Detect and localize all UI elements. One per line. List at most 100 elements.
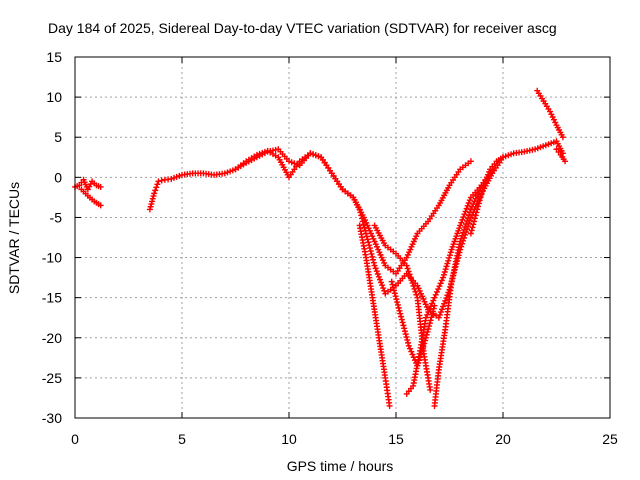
data-point-interp bbox=[464, 218, 471, 225]
data-point-interp bbox=[393, 296, 400, 303]
data-point-interp bbox=[479, 188, 486, 195]
data-point bbox=[474, 206, 481, 213]
data-point-interp bbox=[442, 266, 449, 273]
data-point-interp bbox=[426, 306, 433, 313]
data-point bbox=[151, 190, 158, 197]
data-point-interp bbox=[403, 334, 410, 341]
data-point-interp bbox=[372, 265, 379, 272]
data-point-interp bbox=[379, 282, 386, 289]
data-point bbox=[431, 294, 438, 301]
data-point-interp bbox=[459, 232, 466, 239]
data-point-interp bbox=[381, 287, 388, 294]
x-tick-label: 5 bbox=[178, 431, 186, 447]
y-tick-label: -30 bbox=[42, 410, 62, 426]
data-point-interp bbox=[424, 311, 431, 318]
data-point bbox=[422, 334, 429, 341]
data-point-interp bbox=[154, 181, 161, 188]
data-point bbox=[97, 183, 104, 190]
data-point-interp bbox=[411, 285, 418, 292]
data-point-interp bbox=[441, 300, 448, 307]
data-point-interp bbox=[437, 280, 444, 287]
data-point-interp bbox=[460, 214, 467, 221]
data-point-interp bbox=[425, 326, 432, 333]
data-point-interp bbox=[396, 307, 403, 314]
y-tick-label: -15 bbox=[42, 290, 62, 306]
data-point-interp bbox=[427, 303, 434, 310]
data-point-interp bbox=[463, 221, 470, 228]
data-point-interp bbox=[432, 291, 439, 298]
data-point-interp bbox=[375, 273, 382, 280]
data-point-interp bbox=[441, 268, 448, 275]
data-point bbox=[559, 134, 566, 141]
data-point-interp bbox=[464, 215, 471, 222]
data-point-interp bbox=[366, 242, 373, 249]
data-point bbox=[97, 202, 104, 209]
grid-lines bbox=[75, 57, 610, 418]
data-point-interp bbox=[395, 304, 402, 311]
data-point-interp bbox=[466, 209, 473, 216]
y-tick-label: -5 bbox=[50, 209, 63, 225]
data-point-interp bbox=[465, 200, 472, 207]
data-point-interp bbox=[363, 233, 370, 240]
data-point bbox=[457, 238, 464, 245]
series-arc-12 bbox=[553, 146, 569, 165]
data-point-interp bbox=[391, 287, 398, 294]
data-point-interp bbox=[440, 303, 447, 310]
data-point-interp bbox=[445, 257, 452, 264]
data-point-interp bbox=[380, 285, 387, 292]
data-point-interp bbox=[374, 271, 381, 278]
data-point-interp bbox=[378, 279, 385, 286]
data-point-interp bbox=[461, 211, 468, 218]
x-tick-label: 20 bbox=[495, 431, 511, 447]
data-point bbox=[562, 158, 569, 165]
data-point-interp bbox=[424, 328, 431, 335]
data-point-interp bbox=[470, 221, 477, 228]
data-point-interp bbox=[409, 280, 416, 287]
data-point-interp bbox=[401, 325, 408, 332]
data-point-interp bbox=[459, 216, 466, 223]
y-tick-label: -10 bbox=[42, 250, 62, 266]
data-point-interp bbox=[390, 284, 397, 291]
series-arc-10 bbox=[467, 154, 506, 237]
data-point-interp bbox=[425, 308, 432, 315]
data-point-interp bbox=[410, 282, 417, 289]
data-point-interp bbox=[436, 283, 443, 290]
data-point-interp bbox=[440, 271, 447, 278]
data-point-interp bbox=[471, 215, 478, 222]
data-point-interp bbox=[437, 309, 444, 316]
data-point-interp bbox=[399, 319, 406, 326]
y-tick-label: 5 bbox=[54, 129, 62, 145]
data-point-interp bbox=[435, 286, 442, 293]
data-point-interp bbox=[404, 336, 411, 343]
data-point bbox=[405, 342, 412, 349]
data-point-interp bbox=[548, 111, 555, 118]
data-point-interp bbox=[466, 197, 473, 204]
data-point bbox=[440, 274, 447, 281]
data-point-interp bbox=[376, 276, 383, 283]
data-point-interp bbox=[369, 253, 376, 260]
data-point-interp bbox=[365, 239, 372, 246]
data-point bbox=[371, 262, 378, 269]
chart-title: Day 184 of 2025, Sidereal Day-to-day VTE… bbox=[48, 20, 557, 36]
data-point-interp bbox=[398, 313, 405, 320]
x-tick-label: 15 bbox=[388, 431, 404, 447]
data-point bbox=[500, 154, 506, 161]
data-point bbox=[467, 230, 474, 237]
data-point bbox=[427, 386, 434, 393]
data-point-interp bbox=[373, 268, 380, 275]
data-point-interp bbox=[477, 194, 484, 201]
plot-frame bbox=[74, 56, 611, 419]
x-axis-label: GPS time / hours bbox=[287, 458, 394, 474]
series-arc-2 bbox=[78, 186, 104, 209]
data-point-interp bbox=[391, 290, 398, 297]
data-point-interp bbox=[549, 114, 556, 121]
y-tick-label: 15 bbox=[46, 49, 62, 65]
axis-ticks: 0 5 10 15 20 25 15 10 5 0 -5 -10 -15 -20 -25 -30 bbox=[42, 49, 618, 447]
data-point-interp bbox=[447, 249, 454, 256]
data-point-interp bbox=[366, 245, 373, 252]
data-point bbox=[155, 178, 162, 185]
data-point-interp bbox=[158, 177, 165, 184]
data-point-interp bbox=[410, 354, 417, 361]
data-point-interp bbox=[471, 218, 478, 225]
